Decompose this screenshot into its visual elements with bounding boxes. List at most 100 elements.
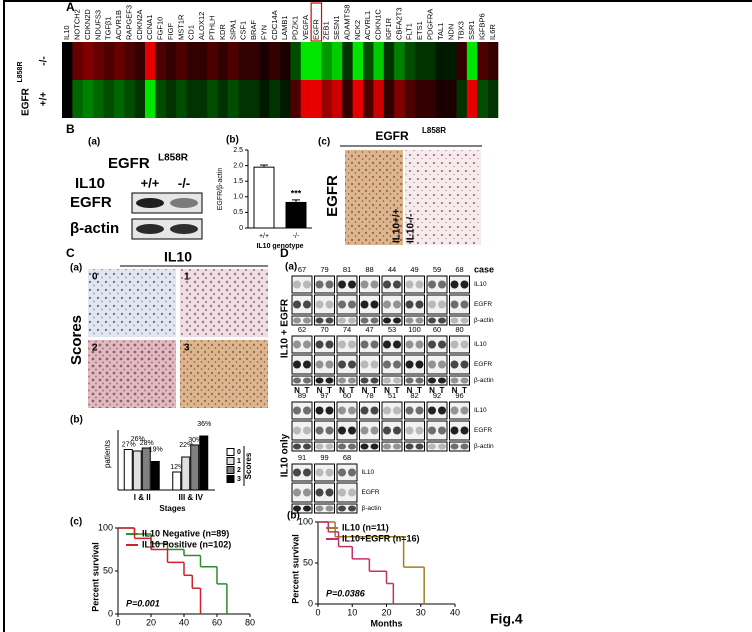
- gene-label: TBX3: [457, 21, 466, 40]
- lane-label: N: [429, 386, 435, 395]
- genotype-label: -/-: [39, 56, 50, 65]
- blot-box: [449, 354, 470, 375]
- heatmap-cell: [383, 80, 395, 118]
- case-number: 62: [298, 325, 306, 334]
- blot-box: [336, 482, 358, 503]
- blot-band: [393, 360, 401, 369]
- gene-label: IL10: [62, 25, 71, 40]
- gene-label: NDUFS3: [93, 10, 102, 40]
- blot-band: [348, 426, 356, 435]
- heatmap-cell: [352, 80, 364, 118]
- heatmap-cell: [477, 80, 488, 118]
- blot-strip: [131, 192, 203, 214]
- ihc-image: [88, 340, 176, 408]
- blot-band: [315, 488, 324, 497]
- blot-box: [426, 420, 448, 441]
- band-label: EGFR: [474, 427, 492, 434]
- bar: [199, 435, 209, 491]
- blot-band: [383, 280, 391, 289]
- score-label: 1: [184, 272, 190, 283]
- blot-box: [336, 503, 358, 514]
- heatmap-cell: [446, 42, 457, 80]
- heatmap-cell: [280, 80, 291, 118]
- case-number: 49: [410, 265, 418, 274]
- heatmap-cell: [93, 80, 104, 118]
- blot-band: [338, 488, 346, 497]
- gene-label: ADAMTS8: [342, 5, 351, 40]
- gene-label: IGF1R: [384, 17, 393, 40]
- blot-band: [428, 300, 436, 309]
- panel-label: A: [66, 0, 75, 14]
- blot-band: [383, 340, 391, 349]
- blot-box: [291, 463, 313, 482]
- band-label: β-actin: [474, 377, 494, 384]
- blot-band: [338, 360, 346, 369]
- gene-label: CDC14A: [270, 10, 279, 40]
- value-label: 30%: [188, 437, 202, 444]
- ihc-image: [180, 269, 268, 337]
- blot-band: [428, 340, 436, 349]
- blot-band: [405, 377, 414, 384]
- blot-band: [450, 360, 459, 369]
- blot-band: [360, 443, 369, 450]
- y-tick-label: 50: [103, 565, 113, 575]
- blot-band: [360, 377, 369, 384]
- blot-band: [136, 224, 164, 234]
- band-label: β-actin: [70, 220, 119, 237]
- heatmap-cell: [248, 42, 260, 80]
- blot-box: [359, 294, 380, 315]
- blot-box: [291, 482, 313, 503]
- lane-label: N: [362, 386, 368, 395]
- heatmap-cell: [207, 80, 219, 118]
- blot-band: [348, 406, 356, 415]
- heatmap-cell: [186, 42, 198, 80]
- blot-box: [291, 503, 313, 514]
- heatmap-cell: [269, 80, 281, 118]
- case-header: case: [474, 264, 494, 274]
- y-axis-label: patients: [103, 440, 112, 468]
- bar: [141, 447, 151, 491]
- blot-box: [359, 315, 380, 326]
- y-tick-label: 1.5: [233, 178, 243, 185]
- lane-label: T: [327, 386, 332, 395]
- gene-label: KDR: [218, 24, 227, 40]
- blot-band: [360, 406, 369, 415]
- blot-box: [359, 275, 380, 294]
- blot-band: [303, 317, 311, 324]
- blot-box: [426, 354, 448, 375]
- gene-label: FIGF: [166, 23, 175, 40]
- p-value: P=0.0386: [326, 588, 366, 598]
- blot-band: [370, 317, 379, 324]
- blot-band: [348, 377, 356, 384]
- case-number: 99: [320, 453, 328, 462]
- case-number: 96: [455, 391, 463, 400]
- blot-box: [426, 315, 448, 326]
- legend-swatch: [226, 466, 235, 474]
- y-tick-label: 2.0: [233, 162, 243, 169]
- legend-title: Scores: [244, 452, 253, 479]
- gene-label: IGFBP6: [477, 13, 486, 40]
- gene-label: NOTCH2: [73, 9, 82, 40]
- blot-band: [393, 340, 401, 349]
- heatmap-cell: [196, 42, 208, 80]
- ihc-image: [88, 269, 176, 337]
- x-axis-label: IL10 genotype: [256, 243, 303, 250]
- blot-band: [315, 377, 324, 384]
- band-label: EGFR: [474, 361, 492, 368]
- case-number: 44: [388, 265, 396, 274]
- blot-box: [404, 354, 425, 375]
- blot-band: [315, 426, 324, 435]
- score-label: 3: [184, 343, 190, 354]
- gene-label: IL6R: [488, 24, 497, 40]
- heatmap-cell: [62, 80, 73, 118]
- band-label: IL10: [474, 341, 487, 348]
- blot-band: [383, 300, 391, 309]
- blot-band: [438, 377, 446, 384]
- blot-band: [360, 280, 369, 289]
- gene-label: RAPGEF3: [124, 5, 133, 40]
- gene-label: PTHLH: [208, 15, 217, 40]
- blot-band: [415, 300, 424, 309]
- bar: [285, 201, 307, 229]
- blot-box: [359, 335, 380, 354]
- significance: ***: [291, 188, 302, 198]
